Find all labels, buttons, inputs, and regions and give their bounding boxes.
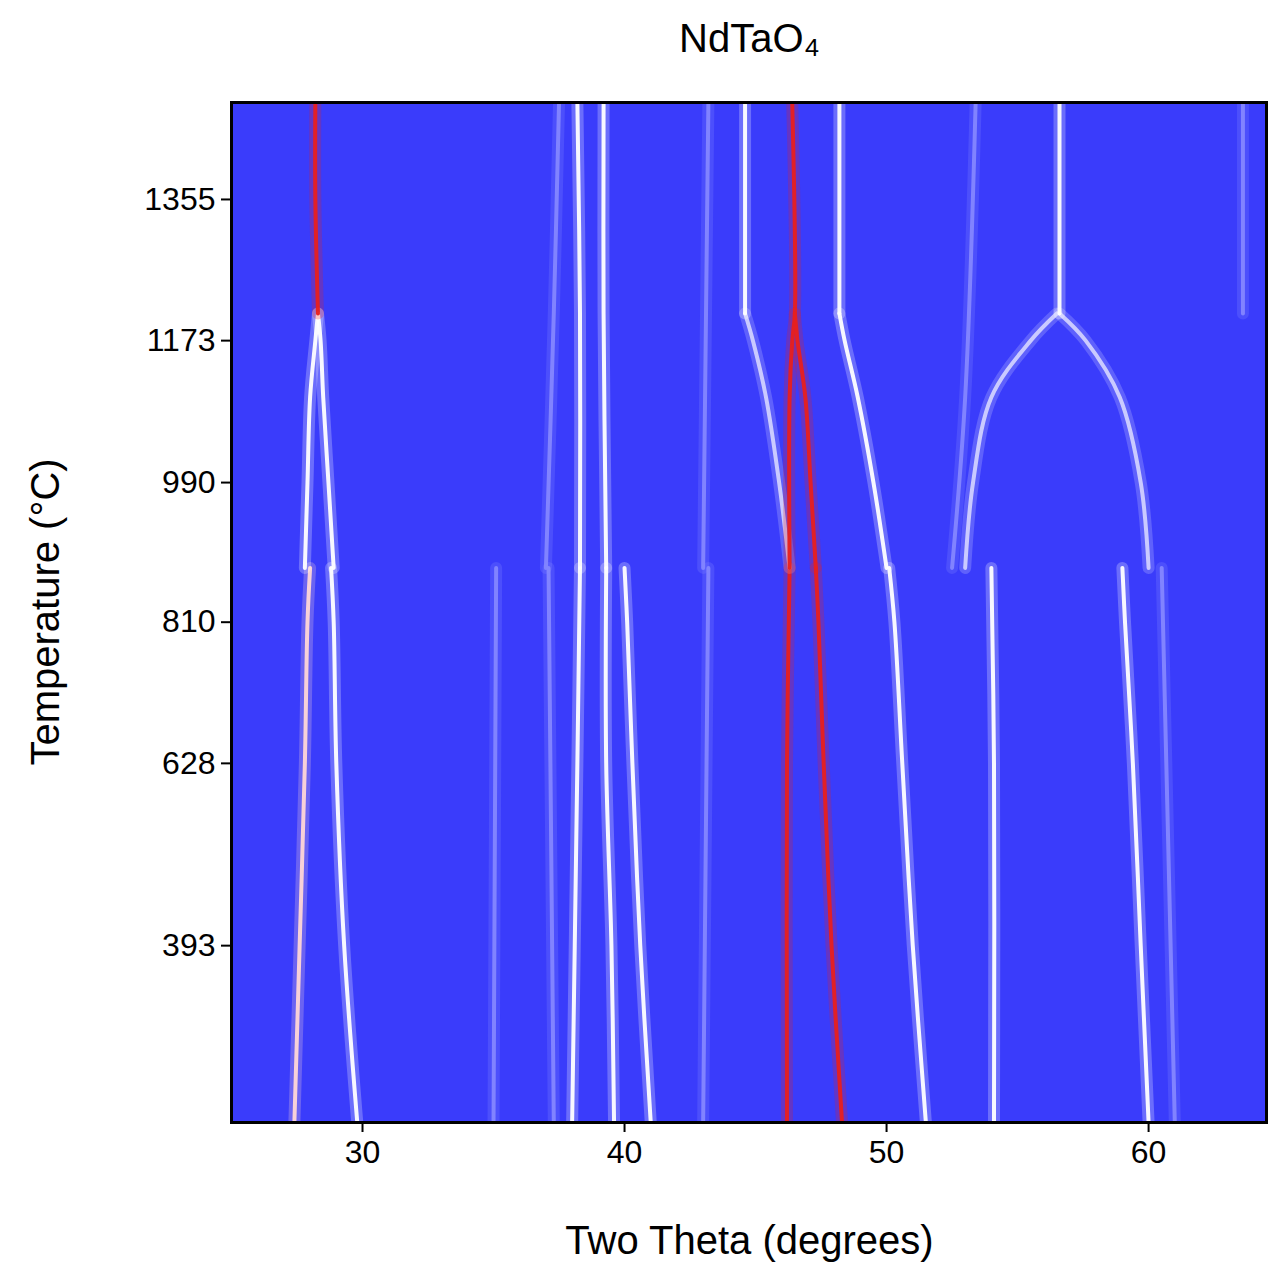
svg-text:628: 628 [162,745,215,781]
svg-text:40: 40 [607,1134,643,1170]
svg-text:60: 60 [1131,1134,1167,1170]
svg-text:50: 50 [869,1134,905,1170]
svg-text:30: 30 [345,1134,381,1170]
svg-text:990: 990 [162,464,215,500]
svg-text:1173: 1173 [147,322,216,358]
html-text:NdTaO₄: NdTaO₄ [679,16,820,60]
html-text:Two Theta (degrees): Two Theta (degrees) [565,1218,934,1262]
svg-text:810: 810 [162,603,215,639]
svg-text:1355: 1355 [144,181,215,217]
svg-text:393: 393 [162,927,215,963]
html-text:Temperature (°C): Temperature (°C) [22,458,67,766]
